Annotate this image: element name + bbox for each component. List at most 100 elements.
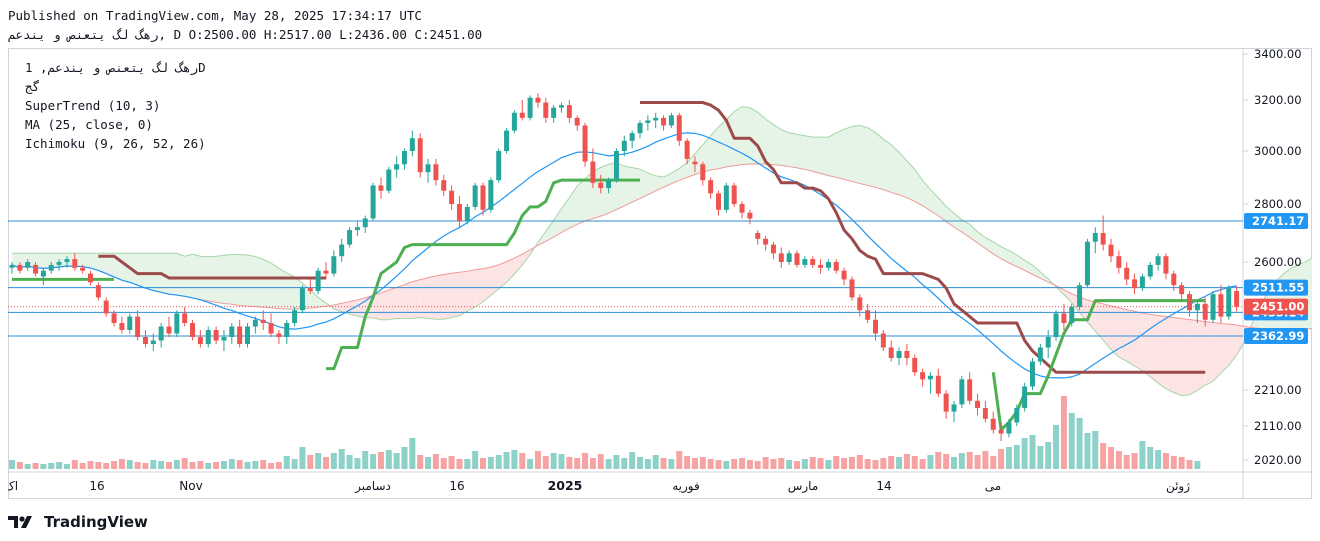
volume-bar	[762, 457, 769, 469]
candle-body	[1077, 285, 1083, 307]
candle-body	[684, 140, 690, 159]
cloud-segment	[1236, 324, 1245, 356]
cloud-segment	[859, 125, 868, 186]
volume-bar	[841, 458, 848, 469]
volume-bar	[731, 459, 738, 469]
volume-bar	[409, 438, 416, 469]
cloud-segment	[1118, 307, 1127, 362]
volume-bar	[456, 459, 463, 469]
candle	[284, 319, 290, 344]
candle-body	[213, 330, 219, 341]
ohlc-high-label: H:	[263, 27, 279, 42]
candle-body	[692, 161, 698, 165]
volume-bar	[566, 457, 573, 469]
candle-body	[347, 230, 353, 245]
candle-body	[409, 138, 415, 151]
volume-bar	[982, 451, 989, 469]
supertrend-down	[98, 254, 326, 280]
volume-bar	[244, 462, 251, 469]
price-line-badge: 2362.99	[1252, 329, 1304, 343]
cloud-segment	[687, 153, 695, 178]
candle	[653, 112, 659, 129]
time-axis[interactable]: اک 16 Nov دسامبر 16 2025 فوریه مارس 14 می ژوئن	[4, 478, 1190, 494]
price-line-badge: 2511.55	[1252, 281, 1304, 295]
cloud-segment	[1150, 314, 1159, 384]
cloud-segment	[702, 135, 711, 173]
candle-body	[417, 138, 423, 173]
volume-bar	[173, 460, 180, 469]
candle	[386, 166, 392, 194]
candle	[927, 372, 933, 394]
cloud-segment	[820, 137, 829, 176]
cloud-segment	[781, 129, 790, 167]
y-tick-label: 2020.00	[1254, 453, 1302, 467]
candle-body	[386, 169, 392, 191]
volume-bar	[95, 462, 102, 469]
symbol-ohlc-line: رهگ لگ یتعنص و یندعم, D O:2500.00 H:2517…	[8, 27, 482, 42]
volume-bar	[166, 462, 172, 469]
cloud-segment	[255, 256, 264, 308]
candle	[347, 227, 353, 248]
candle-body	[700, 164, 706, 181]
candle-body	[927, 375, 933, 380]
symbol-line: رهگ لگ یتعنص و یندعم, D	[8, 27, 189, 42]
cloud-segment	[1001, 246, 1009, 263]
volume-bar	[16, 462, 23, 469]
candle	[943, 390, 949, 419]
candle-body	[449, 190, 455, 204]
volume-bar	[848, 457, 855, 469]
volume-bar	[770, 459, 777, 469]
candle-body	[1139, 276, 1145, 289]
x-tick-label: دسامبر	[354, 479, 391, 494]
candle-body	[1218, 294, 1224, 317]
price-axis[interactable]: 3400.00 3200.00 3000.00 2800.00 2600.00 2210.…	[1243, 47, 1308, 467]
candle-body	[1179, 285, 1185, 295]
candle	[354, 221, 360, 236]
candle-body	[998, 429, 1004, 434]
candle	[394, 156, 400, 178]
candle-body	[770, 244, 776, 254]
volume-bar	[480, 458, 486, 469]
candle	[229, 323, 235, 344]
candle	[519, 100, 525, 121]
candle-body	[763, 238, 769, 245]
volume-bar	[597, 454, 604, 469]
cloud-segment	[545, 220, 554, 242]
ohlc-high: 2517.00	[278, 27, 332, 42]
volume-bar	[707, 459, 714, 469]
volume-bar	[1037, 446, 1044, 469]
cloud-segment	[176, 253, 185, 297]
chart-frame[interactable]: 3400.00 3200.00 3000.00 2800.00 2600.00 2210.…	[4, 47, 1320, 499]
price-chart[interactable]: 3400.00 3200.00 3000.00 2800.00 2600.00 2210.…	[4, 47, 1320, 499]
volume-bar	[911, 456, 918, 469]
legend-ma[interactable]: MA (25, close, 0)	[25, 117, 153, 132]
volume-bar	[24, 464, 31, 469]
price-line-badge-bg	[1244, 279, 1308, 296]
volume-bar	[228, 459, 235, 469]
legend-ichimoku[interactable]: Ichimoku (9, 26, 52, 26)	[25, 136, 206, 151]
candle	[1037, 344, 1043, 366]
candle-body	[268, 323, 274, 334]
candle	[1202, 297, 1208, 327]
volume-bar	[495, 455, 502, 469]
volume-bar	[275, 462, 282, 469]
tradingview-logo[interactable]: TradingView	[8, 511, 148, 533]
candle	[810, 256, 816, 268]
volume-bar	[472, 451, 479, 469]
cloud-segment	[938, 197, 947, 222]
cloud-segment	[278, 268, 287, 310]
candle-body	[205, 330, 211, 344]
volume-bar	[888, 456, 895, 469]
candle	[668, 112, 674, 129]
cloud-segment	[663, 173, 672, 188]
volume-bar	[79, 463, 86, 469]
volume-bar	[1076, 418, 1083, 469]
candle-body	[370, 185, 376, 219]
candle-body	[1194, 303, 1200, 311]
candle	[1061, 303, 1067, 330]
y-tick-label: 3000.00	[1254, 144, 1302, 158]
candle	[213, 326, 219, 344]
legend-supertrend[interactable]: SuperTrend (10, 3)	[25, 98, 161, 113]
candle	[1187, 291, 1192, 317]
candle	[794, 250, 800, 268]
